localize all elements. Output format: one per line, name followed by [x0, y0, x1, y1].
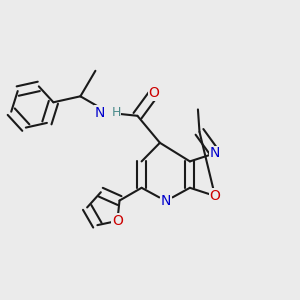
Text: N: N	[210, 146, 220, 160]
Text: N: N	[95, 106, 105, 120]
Text: N: N	[161, 194, 171, 208]
Text: O: O	[148, 86, 159, 100]
Text: H: H	[111, 106, 121, 119]
Text: O: O	[210, 189, 220, 203]
Text: O: O	[112, 214, 123, 228]
